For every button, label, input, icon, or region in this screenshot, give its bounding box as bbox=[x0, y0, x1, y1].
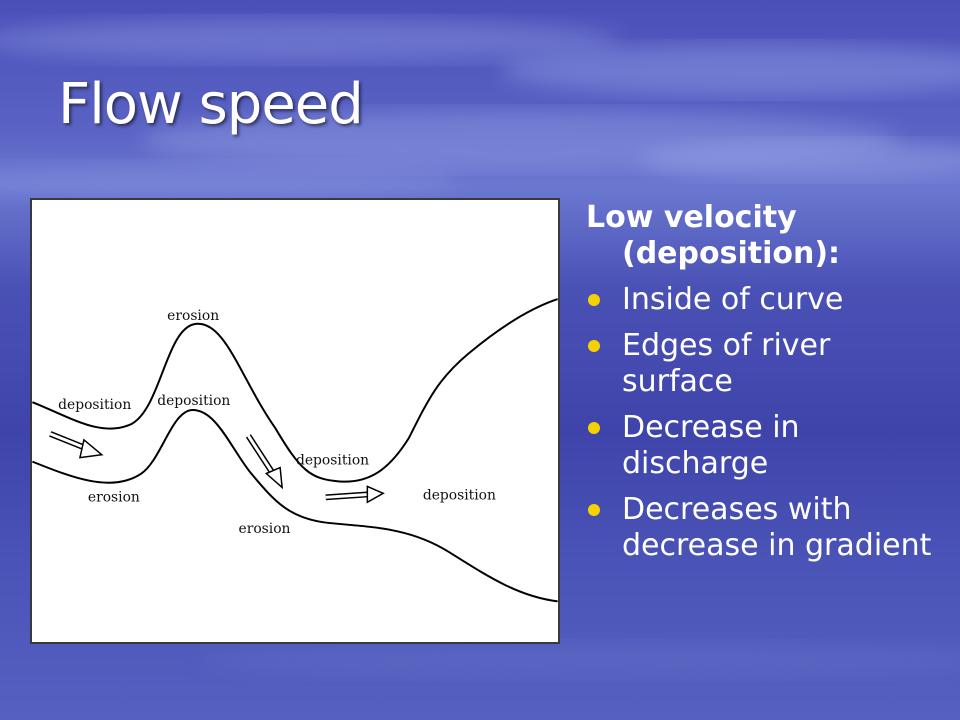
label-deposition-right: deposition bbox=[423, 487, 496, 503]
bullet-item: Inside of curve bbox=[586, 282, 946, 318]
bullet-item: Edges of river surface bbox=[586, 328, 946, 400]
label-deposition-left: deposition bbox=[58, 397, 131, 413]
panel-heading: Low velocity (deposition): bbox=[586, 200, 946, 272]
bullet-text: Inside of curve bbox=[622, 282, 844, 317]
lower-river-bank bbox=[32, 409, 558, 603]
slide-title: Flow speed bbox=[58, 72, 364, 137]
bullet-item: Decrease in discharge bbox=[586, 410, 946, 482]
river-flow-diagram: erosion deposition deposition deposition… bbox=[30, 198, 560, 644]
flow-arrow-middle bbox=[245, 434, 284, 490]
bullet-list: Inside of curve Edges of river surface D… bbox=[586, 282, 946, 564]
bullet-dot-icon bbox=[588, 294, 600, 306]
flow-arrow-right bbox=[325, 485, 385, 504]
bullet-dot-icon bbox=[588, 340, 600, 352]
heading-line1: Low velocity bbox=[586, 200, 797, 235]
bullet-item: Decreases with decrease in gradient bbox=[586, 492, 946, 564]
bullet-text: Edges of river surface bbox=[622, 328, 831, 399]
heading-line2: (deposition): bbox=[622, 236, 841, 271]
label-deposition-center: deposition bbox=[157, 393, 230, 409]
flow-arrow-left bbox=[49, 431, 104, 459]
label-erosion-left: erosion bbox=[88, 489, 140, 505]
bullet-dot-icon bbox=[588, 504, 600, 516]
label-erosion-bottom: erosion bbox=[239, 521, 291, 537]
bullet-text: Decrease in discharge bbox=[622, 410, 800, 481]
bullet-text: Decreases with decrease in gradient bbox=[622, 492, 932, 563]
label-deposition-mid: deposition bbox=[296, 453, 369, 469]
text-panel: Low velocity (deposition): Inside of cur… bbox=[586, 200, 946, 564]
bullet-dot-icon bbox=[588, 422, 600, 434]
river-diagram-svg: erosion deposition deposition deposition… bbox=[32, 298, 558, 603]
label-erosion-top: erosion bbox=[167, 308, 219, 324]
upper-river-bank bbox=[32, 298, 558, 483]
